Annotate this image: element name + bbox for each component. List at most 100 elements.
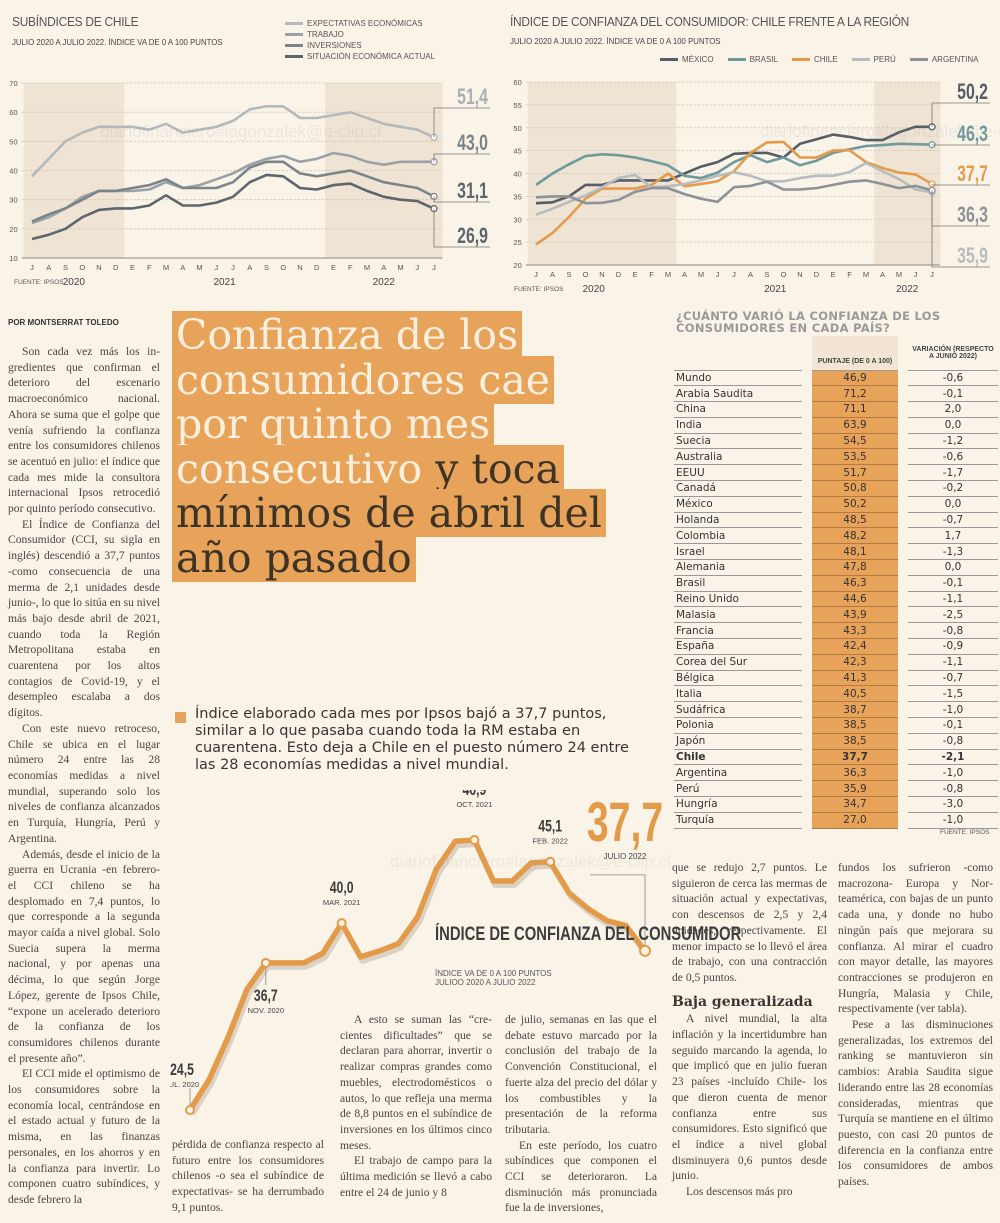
variation-cell: -0,8 bbox=[908, 733, 998, 750]
x-tick-label: F bbox=[649, 270, 654, 279]
x-tick-label: M bbox=[397, 263, 403, 272]
table-row: EEUU 51,7 -1,7 bbox=[674, 464, 998, 482]
variation-cell: -1,0 bbox=[908, 701, 998, 719]
x-tick-label: A bbox=[247, 263, 252, 272]
y-tick-label: 60 bbox=[9, 108, 17, 117]
legend-item: BRASIL bbox=[727, 54, 778, 65]
variation-cell: -0,6 bbox=[908, 370, 998, 387]
legend-swatch bbox=[851, 58, 870, 61]
annotation-date-label: FEB. 2022 bbox=[532, 837, 567, 846]
country-cell: Malasia bbox=[674, 606, 802, 624]
country-cell: Mundo bbox=[674, 370, 802, 387]
variation-cell: 0,0 bbox=[908, 559, 998, 576]
x-tick-label: S bbox=[264, 263, 269, 272]
x-tick-label: E bbox=[830, 270, 835, 279]
variation-cell: -0,6 bbox=[908, 448, 998, 466]
legend-item: SITUACIÓN ECONÓMICA ACTUAL bbox=[285, 51, 435, 62]
country-cell: Holanda bbox=[674, 512, 802, 529]
score-cell: 27,0 bbox=[812, 812, 898, 829]
table-row: Australia 53,5 -0,6 bbox=[674, 448, 998, 466]
paragraph: El Índice de Confianza del Consumidor (C… bbox=[8, 517, 160, 720]
score-cell: 51,7 bbox=[812, 464, 898, 482]
x-tick-label: A bbox=[748, 270, 753, 279]
end-label-leader bbox=[931, 102, 990, 127]
legend-item: EXPECTATIVAS ECONÓMICAS bbox=[285, 18, 435, 29]
variation-cell: -1,0 bbox=[908, 764, 998, 782]
legend-swatch bbox=[285, 44, 303, 47]
country-cell: Reino Unido bbox=[674, 591, 802, 608]
score-cell: 46,9 bbox=[812, 370, 898, 387]
annotation-point bbox=[545, 856, 556, 867]
paragraph: El trabajo de campo para la última medic… bbox=[340, 1154, 492, 1199]
legend-item: TRABAJO bbox=[285, 29, 435, 40]
legend-item: PERÚ bbox=[851, 54, 896, 65]
y-tick-label: 50 bbox=[513, 124, 521, 133]
x-tick-label: J bbox=[214, 263, 218, 272]
chile-cci-subtitle-line: ÍNDICE VA DE 0 A 100 PUNTOS bbox=[435, 969, 552, 978]
x-tick-label: S bbox=[764, 270, 769, 279]
score-cell: 53,5 bbox=[812, 448, 898, 466]
ranking-table-title: ¿CUÁNTO VARIÓ LA CONFIANZA DE LOS CONSUM… bbox=[676, 309, 941, 335]
variation-cell: -1,1 bbox=[908, 654, 998, 671]
country-cell: EEUU bbox=[674, 464, 802, 482]
end-label-leader bbox=[433, 107, 490, 138]
x-tick-label: E bbox=[331, 263, 336, 272]
x-tick-label: N bbox=[96, 263, 101, 272]
subindices-chart-title: SUBÍNDICES DE CHILE bbox=[12, 14, 139, 29]
country-cell: México bbox=[674, 496, 802, 513]
annotation-date-label: JULIO 2022 bbox=[604, 852, 647, 861]
annotation-date-label: MAR. 2021 bbox=[323, 898, 361, 907]
legend-item: MÉXICO bbox=[660, 54, 714, 65]
x-tick-label: J bbox=[534, 270, 538, 279]
x-tick-label: J bbox=[930, 270, 934, 279]
y-tick-label: 50 bbox=[9, 137, 17, 146]
paragraph: Son cada vez más los in­gredientes que c… bbox=[8, 345, 160, 516]
score-cell: 38,5 bbox=[812, 717, 898, 734]
x-tick-label: M bbox=[196, 263, 202, 272]
annotation-value: 24,5 bbox=[170, 1061, 194, 1079]
annotation-point bbox=[185, 1105, 195, 1115]
table-row: Alemania 47,8 0,0 bbox=[674, 559, 998, 576]
variation-cell: 1,7 bbox=[908, 527, 998, 545]
paragraph: El CCI mide el optimismo de los consumid… bbox=[8, 1067, 160, 1206]
chile-cci-subtitle-line: JULIOO 2020 A JULIO 2022 bbox=[435, 978, 536, 987]
country-cell: Turquía bbox=[674, 812, 802, 829]
article-column-1: Son cada vez más los in­gredientes que c… bbox=[8, 344, 160, 1208]
legend-swatch bbox=[727, 58, 746, 61]
table-row: Brasil 46,3 -0,1 bbox=[674, 575, 998, 592]
y-tick-label: 70 bbox=[9, 79, 17, 88]
variation-cell: -0,2 bbox=[908, 480, 998, 497]
table-row: Arabia Saudita 71,2 -0,1 bbox=[674, 385, 998, 403]
region-chart-svg: 20 25 30 35 40 45 50 55 60 J A S O N D E F M A M J J A S O N D E F M A… bbox=[513, 78, 990, 295]
x-tick-label: N bbox=[797, 270, 802, 279]
country-cell: Francia bbox=[674, 622, 802, 640]
y-tick-label: 40 bbox=[513, 170, 521, 179]
headline-light: Confianza de los consumidores cae por qu… bbox=[176, 311, 551, 493]
paragraph: A esto se suman las “cre­cientes dificul… bbox=[340, 1013, 492, 1152]
variation-cell: 2,0 bbox=[908, 401, 998, 418]
score-cell: 71,2 bbox=[812, 385, 898, 403]
legend-label: PERÚ bbox=[873, 55, 896, 64]
variation-cell: -1,3 bbox=[908, 543, 998, 561]
table-row: Suecia 54,5 -1,2 bbox=[674, 433, 998, 450]
chile-cci-chart-subtitle: ÍNDICE VA DE 0 A 100 PUNTOS JULIOO 2020 … bbox=[435, 969, 552, 987]
legend-item: ARGENTINA bbox=[909, 54, 979, 65]
country-cell: Arabia Saudita bbox=[674, 385, 802, 403]
variation-cell: -0,1 bbox=[908, 385, 998, 403]
table-row: Polonia 38,5 -0,1 bbox=[674, 717, 998, 734]
annotation-value-big: 37,7 bbox=[587, 791, 663, 854]
score-cell: 48,5 bbox=[812, 512, 898, 529]
end-label-leader bbox=[931, 192, 990, 268]
legend-swatch bbox=[285, 55, 303, 58]
table-row: Francia 43,3 -0,8 bbox=[674, 622, 998, 640]
legend-swatch bbox=[909, 58, 928, 61]
series-line-argentina bbox=[535, 179, 933, 205]
end-label-leader bbox=[433, 208, 490, 248]
paragraph: Los descensos más pro­ bbox=[686, 1185, 793, 1199]
table-row: Perú 35,9 -0,8 bbox=[674, 780, 998, 798]
score-cell: 50,2 bbox=[812, 496, 898, 513]
table-row: España 42,4 -0,9 bbox=[674, 638, 998, 655]
variation-cell: -0,7 bbox=[908, 512, 998, 529]
end-value-label: 26,9 bbox=[457, 225, 488, 249]
